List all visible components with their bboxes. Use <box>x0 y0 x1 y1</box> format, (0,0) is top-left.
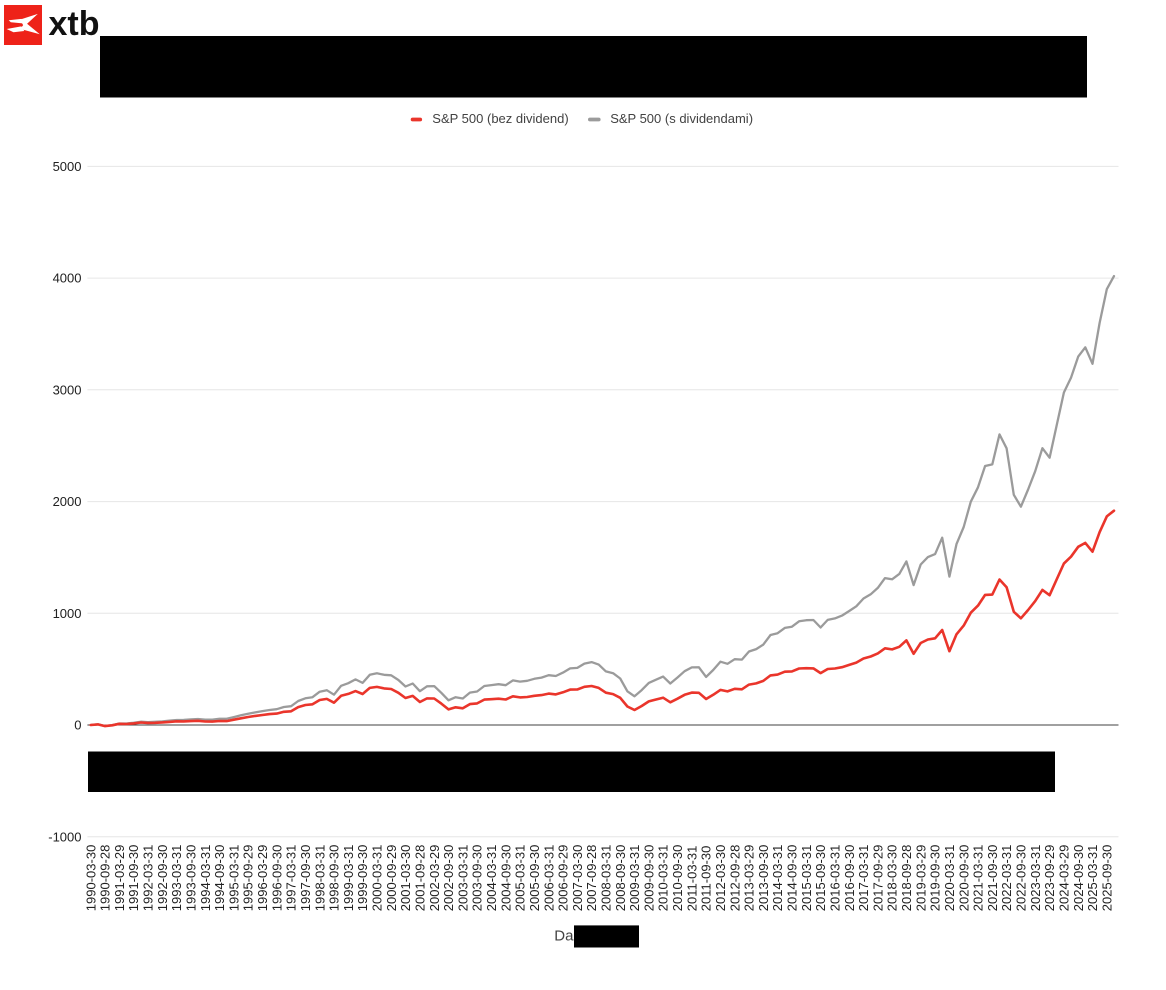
svg-text:2015-09-30: 2015-09-30 <box>813 845 828 912</box>
svg-text:2011-03-31: 2011-03-31 <box>684 846 699 912</box>
svg-text:2021-09-30: 2021-09-30 <box>985 845 1000 912</box>
svg-text:1992-09-30: 1992-09-30 <box>155 845 170 912</box>
svg-text:2020-03-31: 2020-03-31 <box>942 845 957 912</box>
svg-text:2016-03-31: 2016-03-31 <box>828 845 843 912</box>
svg-text:1995-09-29: 1995-09-29 <box>241 845 256 912</box>
svg-text:0: 0 <box>74 718 81 733</box>
svg-text:2006-09-29: 2006-09-29 <box>556 845 571 912</box>
svg-text:2012-09-28: 2012-09-28 <box>727 845 742 912</box>
svg-text:1000: 1000 <box>53 606 82 621</box>
svg-text:S&P 500 (bez dividend): S&P 500 (bez dividend) <box>432 111 568 126</box>
svg-text:2022-03-31: 2022-03-31 <box>999 845 1014 912</box>
svg-text:2025-03-31: 2025-03-31 <box>1085 845 1100 912</box>
svg-text:2009-03-31: 2009-03-31 <box>627 845 642 912</box>
svg-text:2005-09-30: 2005-09-30 <box>527 845 542 912</box>
svg-text:2014-03-31: 2014-03-31 <box>770 845 785 912</box>
svg-text:2019-03-29: 2019-03-29 <box>913 845 928 912</box>
svg-text:1991-03-29: 1991-03-29 <box>112 845 127 912</box>
svg-text:2025-09-30: 2025-09-30 <box>1099 845 1114 912</box>
svg-text:2022-09-30: 2022-09-30 <box>1014 845 1029 912</box>
svg-text:4000: 4000 <box>53 271 82 286</box>
svg-text:2007-09-28: 2007-09-28 <box>584 845 599 912</box>
svg-text:2016-09-30: 2016-09-30 <box>842 845 857 912</box>
svg-text:2024-09-30: 2024-09-30 <box>1071 845 1086 912</box>
svg-text:2008-09-30: 2008-09-30 <box>613 845 628 912</box>
svg-text:2004-03-31: 2004-03-31 <box>484 845 499 912</box>
svg-text:1993-09-30: 1993-09-30 <box>184 845 199 912</box>
svg-text:2003-09-30: 2003-09-30 <box>470 845 485 912</box>
svg-text:1992-03-31: 1992-03-31 <box>141 845 156 912</box>
svg-text:2000-09-29: 2000-09-29 <box>384 845 399 912</box>
svg-text:2013-03-29: 2013-03-29 <box>742 845 757 912</box>
svg-text:-1000: -1000 <box>48 829 81 844</box>
svg-text:2018-09-28: 2018-09-28 <box>899 845 914 912</box>
svg-text:2008-03-31: 2008-03-31 <box>599 845 614 912</box>
svg-text:1999-09-30: 1999-09-30 <box>355 845 370 912</box>
svg-text:S&P 500 (s dividendami): S&P 500 (s dividendami) <box>610 111 753 126</box>
svg-text:1996-03-29: 1996-03-29 <box>255 845 270 912</box>
svg-text:1995-03-31: 1995-03-31 <box>226 845 241 912</box>
svg-text:1990-03-30: 1990-03-30 <box>83 845 98 912</box>
svg-text:1994-09-30: 1994-09-30 <box>212 845 227 912</box>
svg-text:1996-09-30: 1996-09-30 <box>269 845 284 912</box>
svg-text:2011-09-30: 2011-09-30 <box>699 846 714 912</box>
svg-text:2005-03-31: 2005-03-31 <box>513 845 528 912</box>
svg-text:2019-09-30: 2019-09-30 <box>928 845 943 912</box>
svg-text:2006-03-31: 2006-03-31 <box>541 845 556 912</box>
svg-text:2007-03-30: 2007-03-30 <box>570 845 585 912</box>
svg-text:2018-03-30: 2018-03-30 <box>885 845 900 912</box>
svg-text:1993-03-31: 1993-03-31 <box>169 845 184 912</box>
svg-text:1998-09-30: 1998-09-30 <box>327 845 342 912</box>
svg-text:1997-03-31: 1997-03-31 <box>284 845 299 912</box>
svg-text:2015-03-31: 2015-03-31 <box>799 845 814 912</box>
svg-text:2017-09-29: 2017-09-29 <box>870 845 885 912</box>
svg-text:2023-03-31: 2023-03-31 <box>1028 845 1043 912</box>
svg-text:2017-03-31: 2017-03-31 <box>856 845 871 912</box>
svg-text:5000: 5000 <box>53 159 82 174</box>
svg-text:1990-09-28: 1990-09-28 <box>98 845 113 912</box>
svg-text:2003-03-31: 2003-03-31 <box>455 845 470 912</box>
svg-text:2014-09-30: 2014-09-30 <box>785 845 800 912</box>
svg-text:2004-09-30: 2004-09-30 <box>498 845 513 912</box>
svg-text:2001-03-30: 2001-03-30 <box>398 845 413 912</box>
svg-text:2013-09-30: 2013-09-30 <box>756 845 771 912</box>
svg-text:Da: Da <box>554 927 574 944</box>
svg-text:2009-09-30: 2009-09-30 <box>641 845 656 912</box>
svg-text:1999-03-31: 1999-03-31 <box>341 845 356 912</box>
svg-text:2010-09-30: 2010-09-30 <box>670 845 685 912</box>
svg-text:2001-09-28: 2001-09-28 <box>413 845 428 912</box>
svg-text:2000-03-31: 2000-03-31 <box>370 845 385 912</box>
svg-text:2012-03-30: 2012-03-30 <box>713 845 728 912</box>
svg-text:3000: 3000 <box>53 382 82 397</box>
svg-text:2000: 2000 <box>53 494 82 509</box>
svg-text:1991-09-30: 1991-09-30 <box>126 845 141 912</box>
svg-text:2023-09-29: 2023-09-29 <box>1042 845 1057 912</box>
svg-text:1998-03-31: 1998-03-31 <box>312 845 327 912</box>
svg-text:2020-09-30: 2020-09-30 <box>956 845 971 912</box>
svg-text:1997-09-30: 1997-09-30 <box>298 845 313 912</box>
svg-text:2024-03-29: 2024-03-29 <box>1057 845 1072 912</box>
svg-text:2010-03-31: 2010-03-31 <box>656 845 671 912</box>
svg-text:2002-03-29: 2002-03-29 <box>427 845 442 912</box>
svg-text:1994-03-31: 1994-03-31 <box>198 845 213 912</box>
svg-text:2002-09-30: 2002-09-30 <box>441 845 456 912</box>
svg-text:2021-03-31: 2021-03-31 <box>971 845 986 912</box>
svg-text:xtb: xtb <box>49 5 100 43</box>
